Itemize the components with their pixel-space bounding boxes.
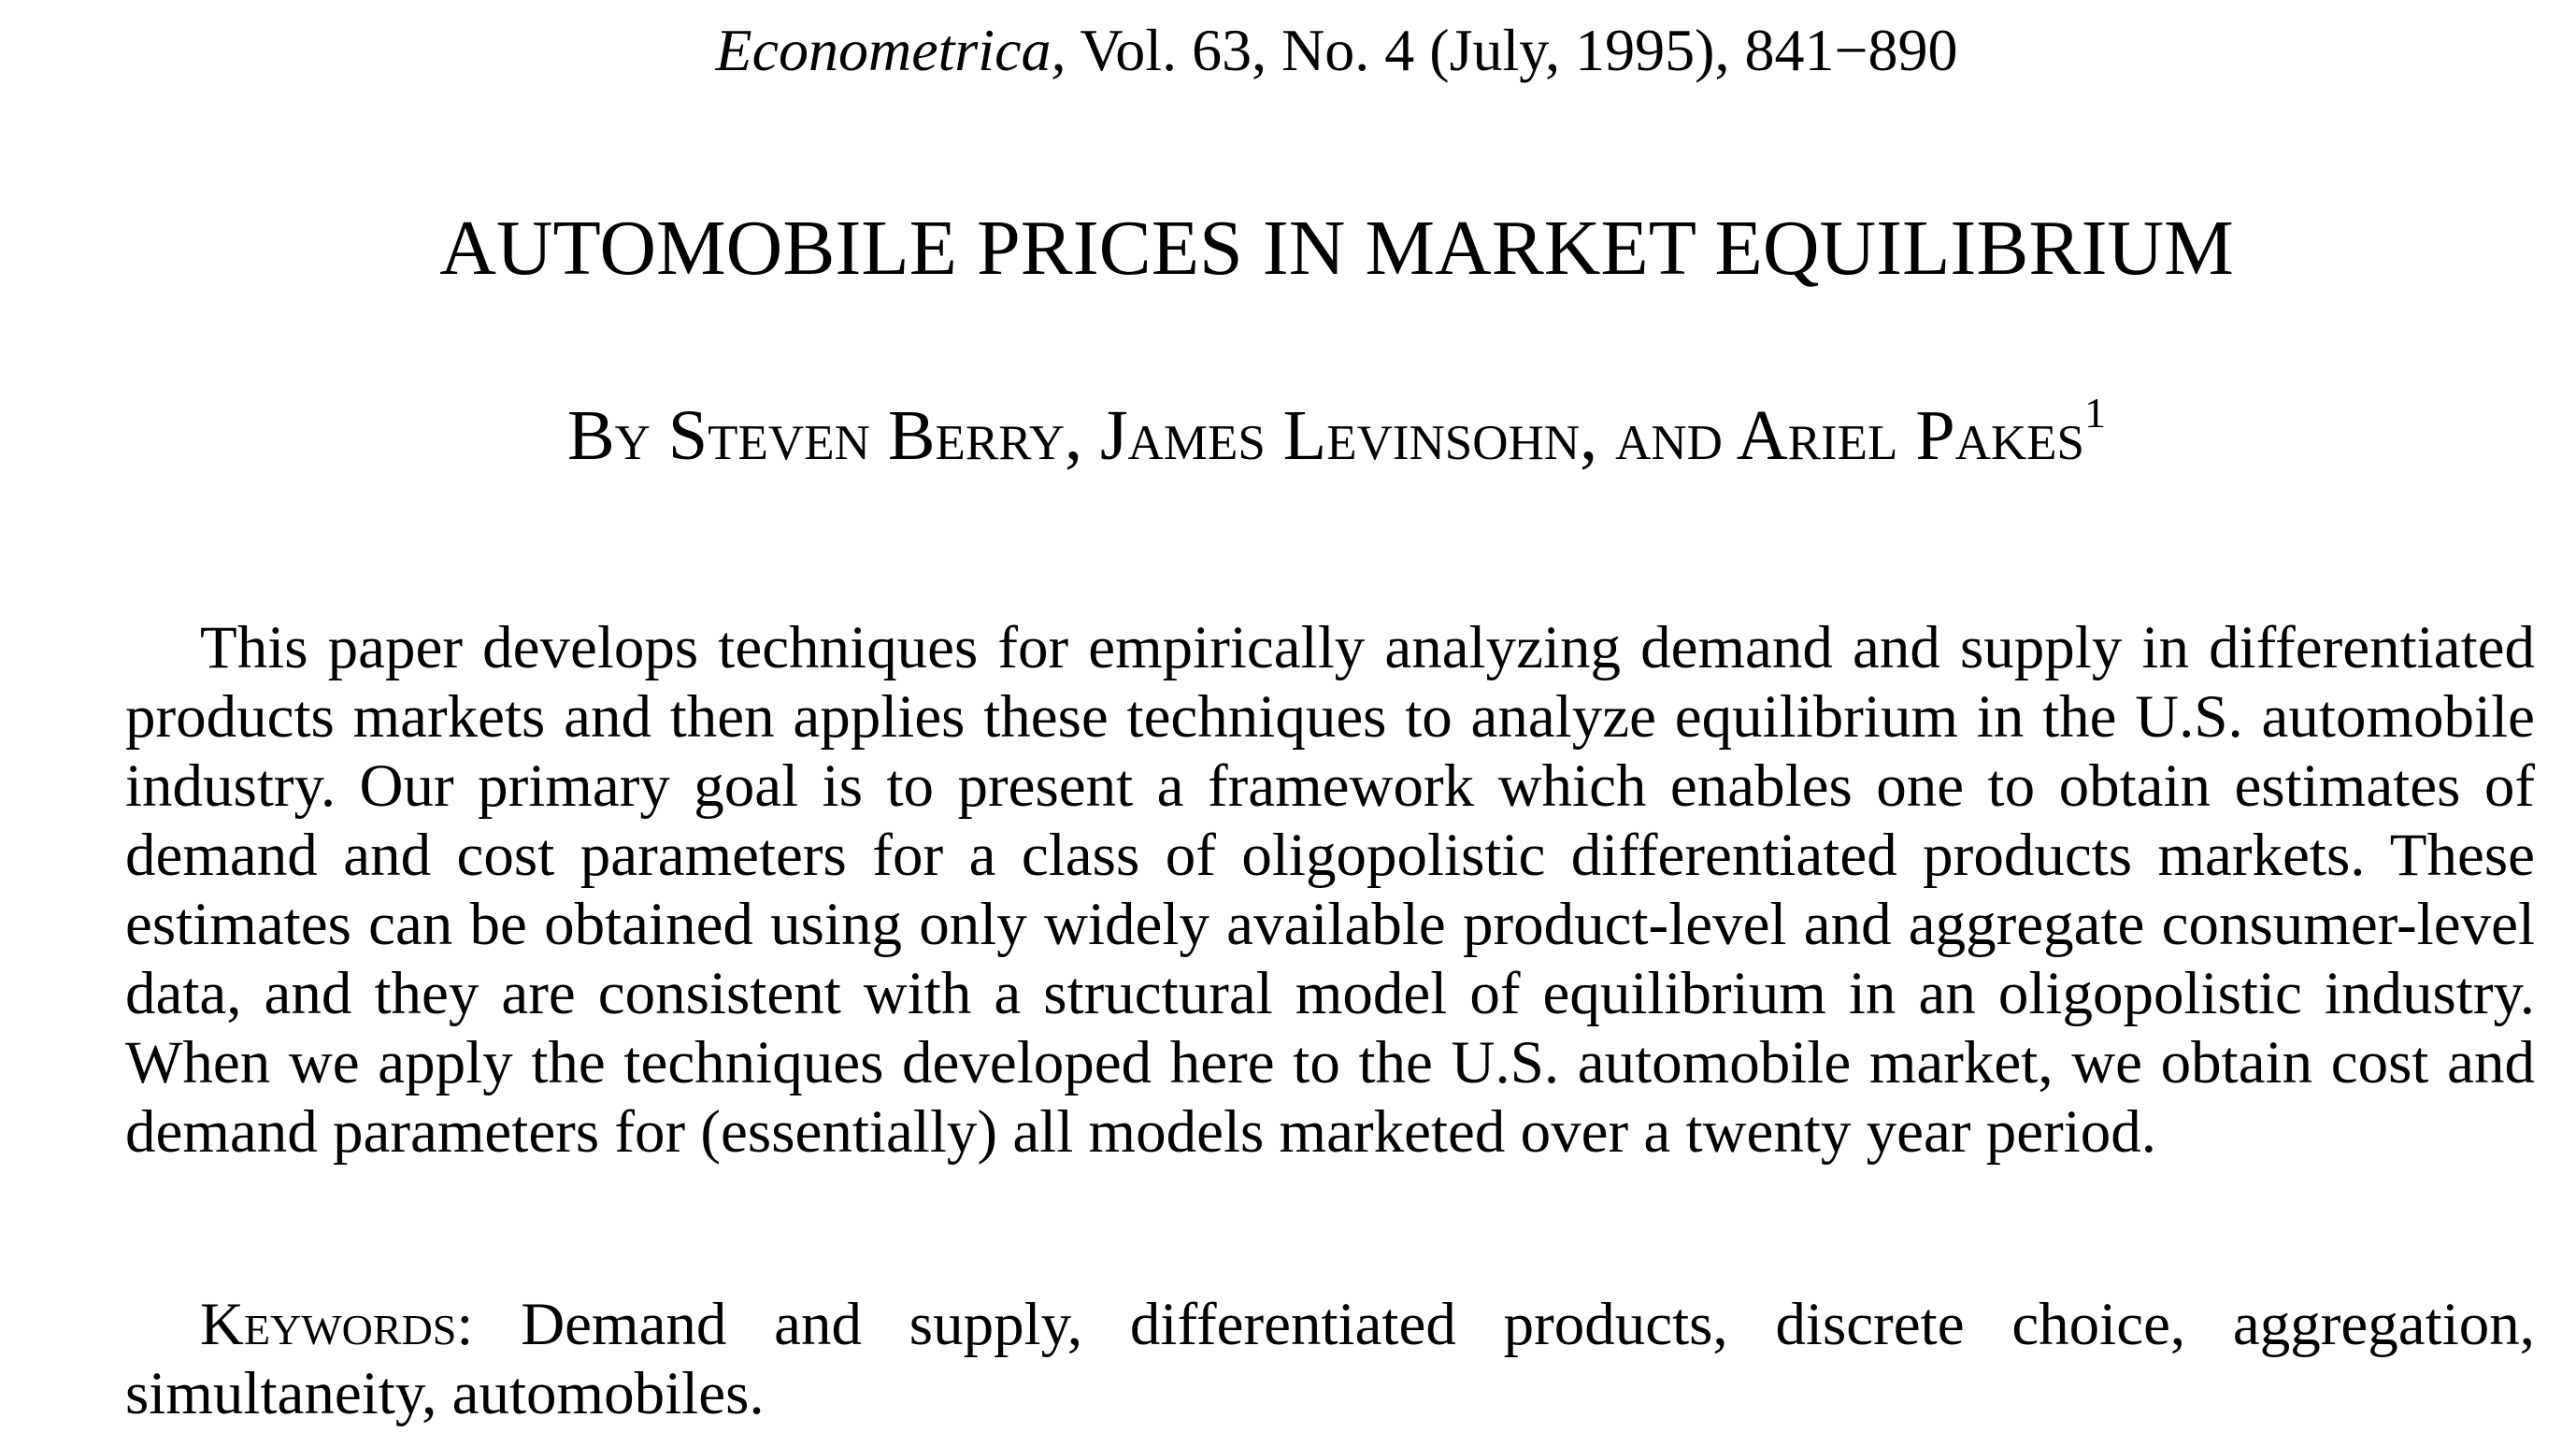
author-footnote-mark: 1	[2084, 389, 2107, 437]
abstract-paragraph: This paper develops techniques for empir…	[125, 614, 2535, 1166]
journal-citation: Econometrica, Vol. 63, No. 4 (July, 1995…	[0, 13, 2576, 88]
keywords-paragraph: Keywords: Demand and supply, differentia…	[125, 1290, 2535, 1428]
keywords-label: Keywords:	[200, 1291, 474, 1358]
volume-issue-pages: Vol. 63, No. 4 (July, 1995), 841−890	[1066, 17, 1958, 83]
author-line: By Steven Berry, James Levinsohn, and Ar…	[0, 391, 2576, 480]
paper-title: AUTOMOBILE PRICES IN MARKET EQUILIBRIUM	[439, 205, 2234, 292]
journal-name: Econometrica,	[715, 17, 1066, 83]
author-names: By Steven Berry, James Levinsohn, and Ar…	[566, 396, 2085, 475]
keywords-list: Demand and supply, differentiated produc…	[125, 1291, 2535, 1427]
